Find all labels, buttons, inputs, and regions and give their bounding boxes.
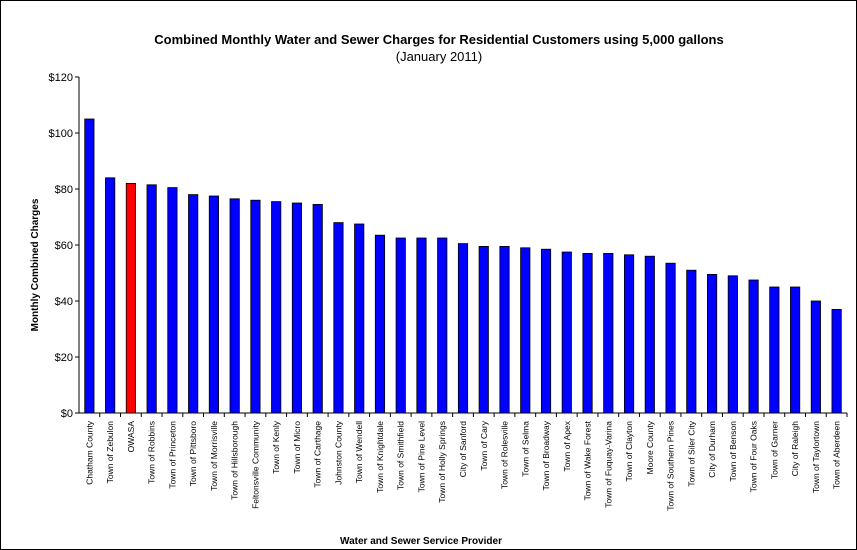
y-tick-label: $80 xyxy=(55,184,73,196)
bar xyxy=(250,199,261,414)
bar xyxy=(354,223,365,414)
x-tick-label: Town of Garner xyxy=(769,421,779,479)
bar xyxy=(790,286,801,414)
bar xyxy=(727,275,738,414)
bar xyxy=(229,198,240,414)
bar xyxy=(146,184,157,414)
x-tick-label: OWASA xyxy=(126,421,136,453)
x-tick-label: Chatham County xyxy=(84,420,94,485)
x-tick-label: Town of Pittsboro xyxy=(188,421,198,486)
bar xyxy=(333,222,344,414)
x-tick-label: City of Raleigh xyxy=(790,421,800,477)
bar xyxy=(582,252,593,414)
bar xyxy=(208,195,219,414)
bar xyxy=(271,201,282,414)
bar xyxy=(707,273,718,414)
bar xyxy=(84,118,95,414)
x-tick-label: Town of Apex xyxy=(562,420,572,471)
x-tick-label: Town of Knightdale xyxy=(375,421,385,493)
x-tick-label: Town of Rolesville xyxy=(500,421,510,489)
bar xyxy=(437,237,448,414)
x-tick-label: Johnston County xyxy=(333,420,343,485)
x-tick-label: Town of Clayton xyxy=(624,421,634,482)
x-tick-label: Town of Holly Springs xyxy=(437,421,447,503)
bar xyxy=(188,194,199,414)
x-tick-label: Town of Taylortown xyxy=(811,421,821,493)
y-tick-label: $120 xyxy=(49,72,73,84)
x-tick-label: Town of Pine Level xyxy=(416,421,426,492)
bar xyxy=(291,202,303,414)
bar xyxy=(686,269,697,414)
x-tick-label: Town of Fuquay-Varina xyxy=(603,421,613,508)
x-tick-label: Town of Southern Pines xyxy=(666,421,676,511)
x-tick-label: Town of Siler City xyxy=(686,420,696,486)
bar xyxy=(125,182,136,414)
chart-title: Combined Monthly Water and Sewer Charges… xyxy=(154,32,723,47)
x-tick-label: Town of Micro xyxy=(292,421,302,474)
bar xyxy=(374,234,386,414)
bar xyxy=(540,248,552,414)
bar xyxy=(748,279,759,414)
bar xyxy=(665,262,676,414)
x-tick-label: Town of Four Oaks xyxy=(749,421,759,492)
bar xyxy=(644,255,655,414)
y-tick-label: $20 xyxy=(55,352,73,364)
bar xyxy=(395,237,406,414)
bar xyxy=(167,187,178,414)
plot-area: $0 $20 $40 $60 $80 $100 $120 Chatham County Town… xyxy=(49,72,848,511)
x-tick-label: Town of Benson xyxy=(728,421,738,482)
x-tick-label: Town of Hillsborough xyxy=(230,421,240,500)
x-tick-label: Town of Zebulon xyxy=(105,421,115,484)
bar xyxy=(416,237,427,414)
y-tick-label: $100 xyxy=(49,128,73,140)
x-tick-label: Town of Smithfield xyxy=(396,421,406,490)
x-axis-title: Water and Sewer Service Provider xyxy=(340,536,502,547)
chart-subtitle: (January 2011) xyxy=(396,49,482,64)
bar xyxy=(478,245,489,414)
x-tick-label: City of Durham xyxy=(707,421,717,478)
x-tick-label: Town of Princeton xyxy=(167,421,177,489)
x-tick-label: Feltonsville Community xyxy=(250,420,260,509)
x-tick-label: Town of Aberdeen xyxy=(832,421,842,489)
y-tick-label: $0 xyxy=(61,408,73,420)
x-tick-label: Town of Cary xyxy=(479,420,489,470)
y-tick-label: $40 xyxy=(55,296,73,308)
bar xyxy=(312,203,323,414)
bar xyxy=(603,252,614,414)
x-tick-label: Moore County xyxy=(645,420,655,474)
x-tick-label: Town of Broadway xyxy=(541,420,551,490)
bar xyxy=(499,245,510,414)
bar xyxy=(105,177,116,414)
x-tick-label: Town of Wendell xyxy=(354,421,364,483)
bar xyxy=(520,247,531,414)
x-tick-label: City of Sanford xyxy=(458,421,468,477)
bar xyxy=(769,286,780,414)
bar xyxy=(831,308,842,414)
x-tick-label: Town of Carthage xyxy=(313,421,323,488)
bar xyxy=(810,300,821,414)
bar xyxy=(561,251,572,414)
x-tick-label: Town of Kenly xyxy=(271,420,281,474)
y-tick-label: $60 xyxy=(55,240,73,252)
y-axis-title: Monthly Combined Charges xyxy=(30,198,41,331)
bar xyxy=(457,243,469,414)
x-tick-label: Town of Morrisville xyxy=(209,421,219,491)
x-tick-label: Town of Selma xyxy=(520,421,530,477)
x-tick-label: Town of Wake Forest xyxy=(583,420,593,500)
bar xyxy=(623,254,635,414)
x-tick-label: Town of Robbins xyxy=(147,421,157,484)
